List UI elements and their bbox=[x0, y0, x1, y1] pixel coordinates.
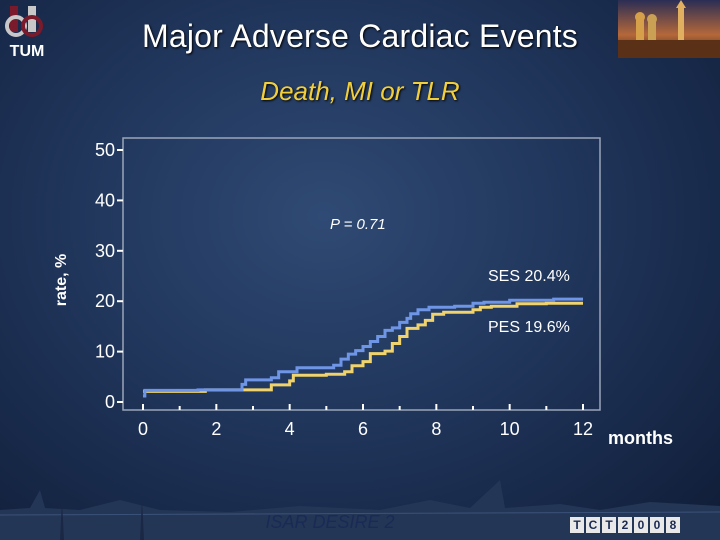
p-value-annotation: P = 0.71 bbox=[330, 216, 386, 233]
tct-logo-char: T bbox=[602, 517, 616, 533]
x-tick-label-10: 10 bbox=[500, 419, 520, 439]
y-tick-label-30: 30 bbox=[95, 241, 115, 261]
x-tick-label-2: 2 bbox=[211, 419, 221, 439]
y-tick-label-20: 20 bbox=[95, 291, 115, 311]
y-tick-label-40: 40 bbox=[95, 190, 115, 210]
y-tick-label-10: 10 bbox=[95, 342, 115, 362]
x-axis-unit-label: months bbox=[608, 428, 673, 448]
tum-logo-text: TUM bbox=[10, 43, 45, 60]
x-axis: 0 2 4 6 8 10 12 bbox=[138, 404, 593, 439]
ses-series-label: SES 20.4% bbox=[488, 268, 570, 285]
tct-logo-char: 0 bbox=[634, 517, 648, 533]
plot-frame bbox=[122, 137, 601, 411]
tct-logo-char: 2 bbox=[618, 517, 632, 533]
y-axis-label: rate, % bbox=[53, 254, 70, 306]
ses-series-line bbox=[143, 297, 583, 398]
x-tick-label-6: 6 bbox=[358, 419, 368, 439]
city-skyline-decoration bbox=[0, 480, 720, 540]
y-axis: 0 10 20 30 40 50 bbox=[95, 140, 123, 412]
tct-logo-char: 8 bbox=[666, 517, 680, 533]
chart-subtitle: Death, MI or TLR bbox=[260, 76, 460, 106]
trial-name-footer: ISAR DESIRE 2 bbox=[265, 512, 395, 532]
pes-series-line bbox=[143, 301, 583, 393]
y-tick-label-50: 50 bbox=[95, 140, 115, 160]
tct-logo-char: 0 bbox=[650, 517, 664, 533]
x-tick-label-8: 8 bbox=[431, 419, 441, 439]
slide-title: Major Adverse Cardiac Events bbox=[141, 18, 578, 54]
x-tick-label-4: 4 bbox=[285, 419, 295, 439]
x-tick-label-12: 12 bbox=[573, 419, 593, 439]
tum-logo: TUM bbox=[5, 6, 45, 60]
x-tick-label-0: 0 bbox=[138, 419, 148, 439]
y-tick-label-0: 0 bbox=[105, 392, 115, 412]
munich-skyline-image bbox=[618, 0, 720, 58]
pes-series-label: PES 19.6% bbox=[488, 319, 570, 336]
tct-logo-char: C bbox=[586, 517, 600, 533]
series-lines bbox=[143, 297, 583, 398]
tct-logo-char: T bbox=[570, 517, 584, 533]
